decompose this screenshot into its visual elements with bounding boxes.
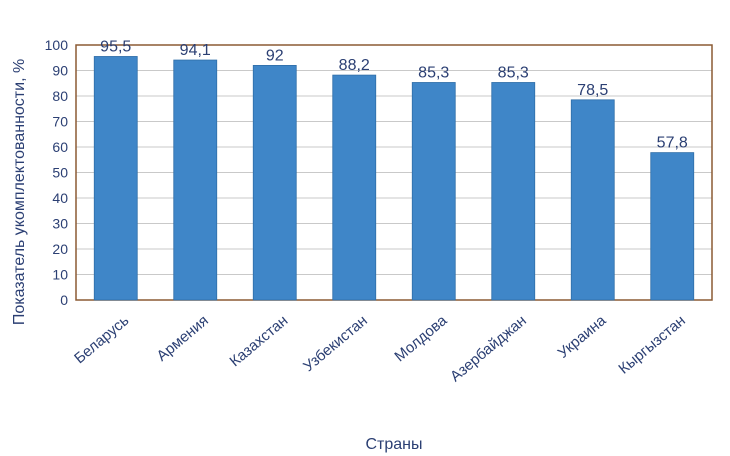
y-tick-label: 20 (52, 241, 68, 257)
bar (332, 74, 377, 301)
x-category-label: Казахстан (227, 312, 292, 370)
y-tick-label: 40 (52, 190, 68, 206)
data-label: 85,3 (418, 64, 449, 81)
bar (650, 152, 695, 301)
x-category-label: Кыргызстан (615, 312, 688, 378)
x-category-label: Узбекистан (300, 312, 371, 375)
data-label: 88,2 (339, 57, 370, 74)
x-category-label: Украина (555, 312, 610, 362)
y-tick-label: 60 (52, 139, 68, 155)
bar (173, 59, 218, 301)
bar (570, 99, 615, 301)
bars (93, 56, 695, 301)
gridlines (76, 70, 712, 275)
y-axis-ticks: 0 10 20 30 40 50 60 70 80 90 100 (45, 37, 69, 308)
bar (491, 82, 536, 301)
plot-frame (75, 44, 713, 301)
bar (411, 82, 456, 301)
bar (252, 65, 297, 301)
x-category-label: Азербайджан (447, 312, 530, 385)
y-tick-label: 90 (52, 63, 68, 79)
y-tick-label: 100 (45, 37, 69, 53)
x-axis-title: Страны (365, 436, 422, 453)
data-labels: 95,5 94,1 92 88,2 85,3 85,3 78,5 57,8 (100, 38, 688, 151)
x-category-label: Молдова (391, 312, 450, 366)
x-axis-categories: Беларусь Армения Казахстан Узбекистан Молдов… (71, 312, 689, 386)
x-category-label: Беларусь (71, 312, 132, 367)
bar (93, 56, 138, 301)
data-label: 94,1 (180, 42, 211, 59)
y-tick-label: 80 (52, 88, 68, 104)
data-label: 85,3 (498, 64, 529, 81)
y-tick-label: 70 (52, 114, 68, 130)
data-label: 57,8 (657, 135, 688, 152)
x-category-label: Армения (154, 312, 212, 365)
y-tick-label: 10 (52, 267, 68, 283)
y-axis-title: Показатель укомплектованности, % (11, 59, 28, 325)
data-label: 92 (266, 47, 284, 64)
y-tick-label: 50 (52, 165, 68, 181)
y-tick-label: 30 (52, 216, 68, 232)
data-label: 95,5 (100, 38, 131, 55)
data-label: 78,5 (577, 82, 608, 99)
y-tick-label: 0 (60, 292, 68, 308)
